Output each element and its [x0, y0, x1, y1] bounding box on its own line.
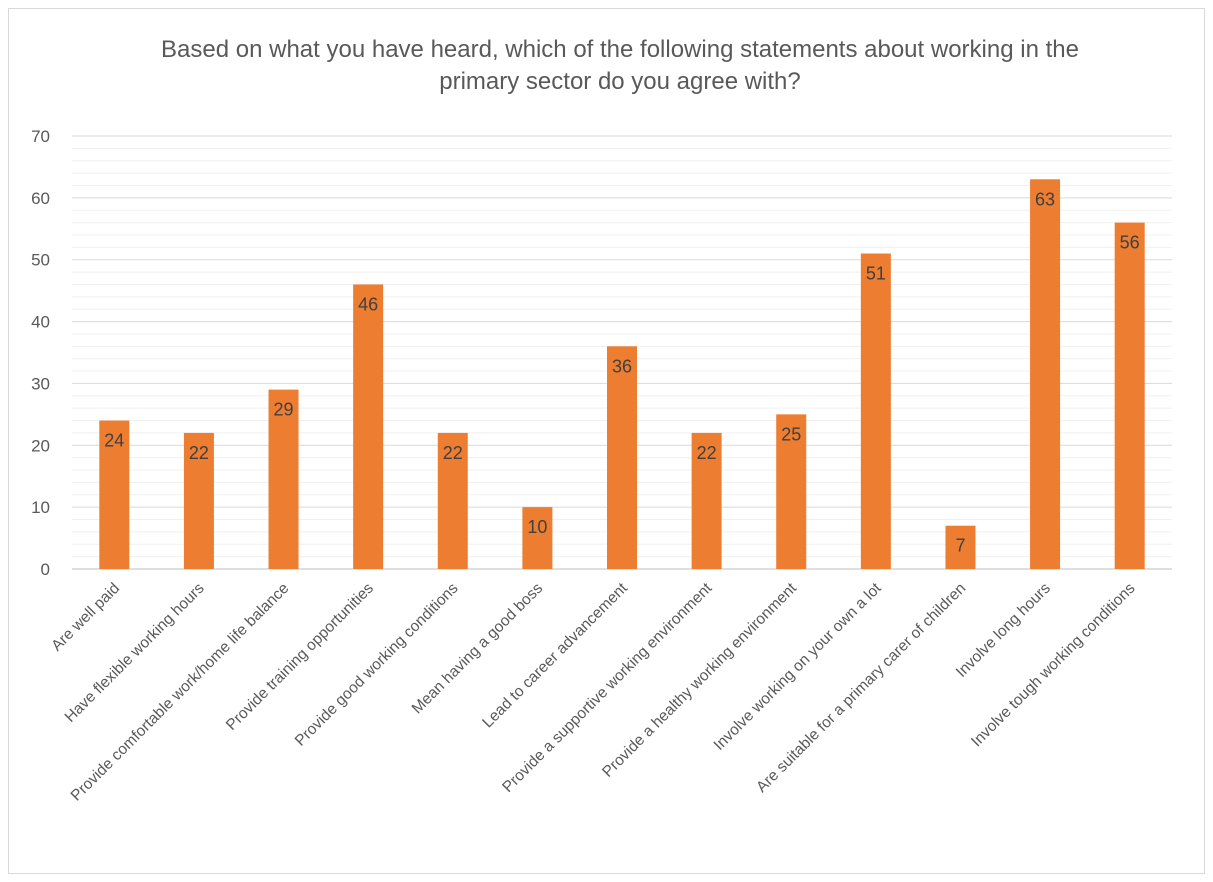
data-label: 24	[104, 431, 124, 451]
y-tick-label: 20	[31, 436, 50, 455]
bar	[945, 525, 976, 569]
category-label: Have flexible working hours	[62, 580, 208, 726]
y-tick-label: 0	[41, 560, 50, 579]
category-label: Involve long hours	[953, 580, 1054, 681]
category-label: Provide good working conditions	[292, 580, 462, 750]
y-axis-tick-labels: 0 10 20 30 40 50 60 70	[31, 127, 50, 579]
bar	[99, 420, 130, 569]
y-tick-label: 60	[31, 189, 50, 208]
data-label: 36	[612, 356, 632, 376]
chart-title: Based on what you have heard, which of t…	[161, 36, 1079, 95]
data-label: 29	[274, 400, 294, 420]
category-label: Are well paid	[48, 580, 123, 655]
category-label: Provide training opportunities	[223, 580, 377, 734]
y-tick-label: 70	[31, 127, 50, 146]
data-label: 56	[1120, 233, 1140, 253]
category-label: Involve working on your own a lot	[711, 579, 886, 754]
bar	[437, 432, 468, 569]
category-label: Lead to career advancement	[479, 579, 631, 731]
bar	[183, 432, 214, 569]
bar	[268, 389, 299, 569]
y-tick-label: 50	[31, 251, 50, 270]
bar	[522, 507, 553, 569]
bar	[860, 253, 891, 569]
y-tick-label: 10	[31, 498, 50, 517]
bar	[1114, 222, 1145, 569]
category-label: Provide a healthy working environment	[599, 579, 800, 780]
bar	[353, 284, 384, 569]
data-label: 10	[527, 517, 547, 537]
data-label: 51	[866, 264, 886, 284]
data-labels: 24 22 29 46 22 10 36 22 25 51 7 63 56	[104, 189, 1139, 555]
bar	[776, 414, 807, 569]
data-label: 22	[189, 443, 209, 463]
data-label: 46	[358, 294, 378, 314]
data-label: 22	[443, 443, 463, 463]
data-label: 25	[781, 424, 801, 444]
y-tick-label: 40	[31, 313, 50, 332]
data-label: 7	[955, 536, 965, 556]
bars	[99, 179, 1145, 570]
data-label: 22	[697, 443, 717, 463]
category-label: Involve tough working conditions	[968, 580, 1139, 751]
bar	[607, 346, 637, 569]
y-tick-label: 30	[31, 374, 50, 393]
bar	[691, 432, 722, 569]
bar	[1030, 179, 1061, 570]
data-label: 63	[1035, 189, 1055, 209]
